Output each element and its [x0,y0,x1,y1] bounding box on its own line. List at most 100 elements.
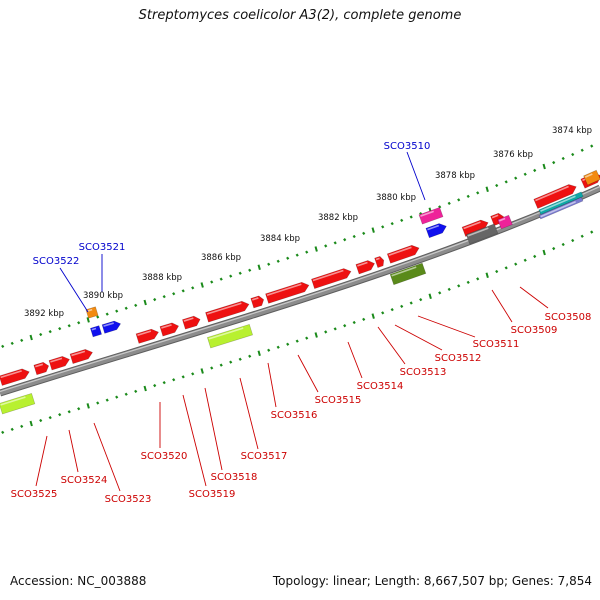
red-gene-16-shine [535,185,569,202]
red-gene-3-body [69,349,93,364]
red-gene-0 [0,368,30,386]
leader-SCO3516 [267,362,277,408]
gene-label-SCO3525: SCO3525 [11,489,58,500]
upper-scale-tick [248,268,252,272]
lime-gene-1-shine [0,396,26,406]
red-gene-10-shine [312,269,344,282]
orange-gene-right-shine [584,173,593,178]
leader-SCO3525 [35,435,48,487]
upper-scale-tick [1,344,5,349]
upper-scale-tick [153,297,157,302]
upper-scale-tick [324,244,328,248]
lower-scale-ticks [1,230,594,435]
upper-scale-tick [552,160,556,165]
red-gene-8-body [250,295,265,309]
blue-gene-SCO3521 [101,320,122,334]
red-gene-14-body [461,219,489,237]
red-gene-2 [48,356,71,371]
lower-scale-tick [343,324,347,328]
upper-scale-tick [134,303,138,307]
upper-scale-tick [571,152,575,157]
red-gene-7-shine [206,302,242,315]
lower-scale-tick [1,430,5,435]
upper-scale-tick [86,317,90,323]
red-gene-3-shine [71,350,86,357]
red-gene-14 [461,219,489,237]
lower-scale-tick [371,313,375,319]
kbp-label-3892-kbp: 3892 kbp [24,309,64,319]
gene-label-SCO3524: SCO3524 [61,475,108,486]
upper-scale-tick [210,280,214,284]
violet-gene-shine [540,200,576,218]
feature-labels: 3874 kbp 3876 kbp 3878 kbp 3880 kbp 3882 kbp… [11,126,592,505]
gene-label-SCO3517: SCO3517 [241,451,288,462]
lower-scale-tick [29,420,33,427]
kbp-label-3874-kbp: 3874 kbp [552,126,592,136]
lower-scale-tick [162,381,166,385]
upper-scale-tick [533,168,537,173]
red-gene-13-body [386,244,420,264]
leader-SCO3515 [297,354,319,393]
red-gene-1 [33,361,50,376]
lower-scale-tick [124,392,128,396]
red-gene-1-body [33,361,50,376]
pink-gene-lower [497,214,513,230]
lower-scale-tick [466,280,470,285]
gene-label-SCO3510: SCO3510 [384,141,431,152]
lower-scale-tick [229,360,233,364]
upper-scale-tick [143,299,147,306]
upper-scale-tick [390,222,394,226]
upper-scale-tick [561,156,565,161]
blue-gene-small-body [90,325,102,338]
lime-gene-2 [206,323,254,349]
upper-scale-tick [219,277,223,281]
upper-scale-tick [381,225,385,229]
gray-gene-shine [467,227,489,237]
leader-SCO3518 [204,387,223,471]
lower-scale-tick [419,298,423,302]
olive-gene [389,262,427,286]
upper-scale-tick [181,289,185,293]
red-gene-9-body [265,281,310,304]
red-gene-10 [311,268,352,290]
gene-features [0,169,600,415]
red-gene-6-shine [183,317,194,322]
violet-gene [538,196,584,220]
lower-scale-tick [561,242,565,247]
upper-scale-tick [447,201,451,206]
upper-scale-tick [276,259,280,263]
red-gene-8 [250,295,265,309]
upper-scale-tick [352,234,356,239]
blue-gene-SCO3510-body [425,223,447,239]
red-gene-13-shine [388,246,412,256]
lower-scale-tick [20,424,24,429]
lower-scale-tick [409,301,413,305]
teal-gene-shine [540,195,576,212]
lower-scale-tick [485,272,489,278]
leader-SCO3509 [491,289,513,323]
upper-scale-tick [438,205,442,209]
red-gene-12 [374,255,385,268]
pink-gene-upper [418,206,444,225]
leader-SCO3508 [519,286,549,309]
upper-scale-tick [485,186,489,192]
leader-SCO3519 [182,394,207,487]
upper-scale-tick [400,218,404,222]
upper-scale-tick [200,282,204,288]
lower-scale-tick [48,415,52,420]
upper-scale-tick [162,295,166,299]
red-gene-0-body [0,368,30,386]
gene-label-SCO3508: SCO3508 [545,312,592,323]
red-gene-12-shine [375,257,380,261]
lower-scale-tick [39,418,43,423]
upper-scale-tick [466,194,470,199]
gene-label-SCO3516: SCO3516 [271,410,318,421]
lower-scale-tick [276,345,280,349]
lower-scale-tick [504,266,508,270]
leader-SCO3523 [93,422,121,492]
leader-SCO3517 [239,377,259,450]
red-gene-7 [205,300,250,323]
upper-scale-tick [362,231,366,235]
orange-gene-right [583,169,600,186]
